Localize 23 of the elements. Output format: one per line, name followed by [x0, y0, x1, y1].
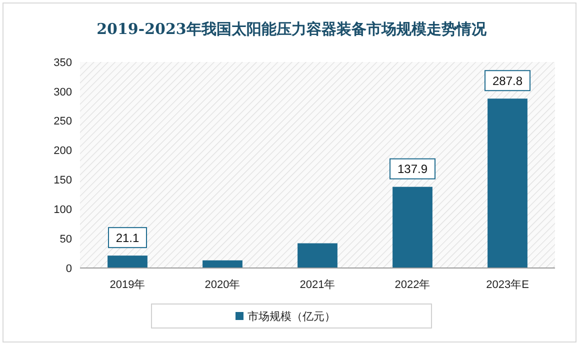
y-tick-label: 150 — [54, 174, 72, 187]
data-label: 137.9 — [397, 162, 428, 176]
bar — [298, 243, 338, 268]
y-tick-label: 0 — [66, 262, 72, 275]
bar — [202, 260, 242, 268]
y-tick-label: 350 — [54, 56, 72, 69]
data-label: 21.1 — [116, 230, 140, 245]
x-tick-label: 2021年 — [300, 279, 336, 291]
y-tick-label: 250 — [54, 116, 72, 128]
x-tick-label: 2019年 — [110, 279, 146, 291]
bar — [488, 98, 528, 268]
y-tick-label: 200 — [54, 145, 72, 158]
chart-title: 2019-2023年我国太阳能压力容器装备市场规模走势情况 — [96, 20, 488, 38]
y-tick-label: 50 — [60, 233, 72, 246]
x-tick-label: 2022年 — [394, 279, 430, 291]
data-label: 287.8 — [492, 74, 523, 88]
y-tick-label: 300 — [54, 86, 72, 98]
legend-label: 市场规模（亿元） — [248, 310, 336, 323]
bar — [108, 256, 148, 268]
bar — [392, 186, 432, 268]
x-tick-label: 2023年E — [486, 279, 529, 291]
x-tick-label: 2020年 — [204, 279, 240, 291]
y-tick-label: 100 — [54, 204, 72, 216]
